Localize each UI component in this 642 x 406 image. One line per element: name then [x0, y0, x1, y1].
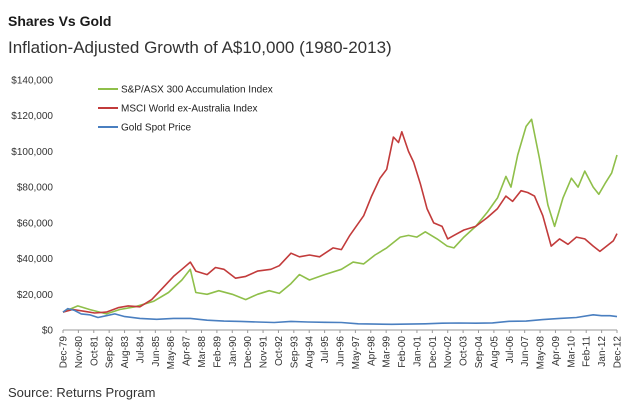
x-tick-label: Oct-92	[274, 336, 285, 366]
x-tick-label: Apr-98	[366, 336, 377, 366]
y-tick-label: $120,000	[11, 111, 53, 122]
x-tick-label: Nov-91	[259, 336, 270, 369]
chart-subtitle: Inflation-Adjusted Growth of A$10,000 (1…	[8, 38, 392, 57]
legend-label: MSCI World ex-Australia Index	[121, 104, 258, 115]
y-tick-label: $40,000	[17, 254, 54, 265]
x-tick-label: Nov-02	[443, 336, 454, 369]
x-tick-label: Dec-12	[613, 336, 624, 369]
y-tick-label: $0	[42, 326, 54, 337]
legend-label: S&P/ASX 300 Accumulation Index	[121, 85, 273, 96]
x-tick-label: Dec-79	[59, 336, 70, 369]
series-line-3	[62, 307, 618, 326]
x-tick-label: May-86	[166, 336, 177, 370]
x-tick-label: Dec-90	[243, 336, 254, 369]
x-tick-label: Jul-95	[320, 336, 331, 364]
legend-label: Gold Spot Price	[121, 123, 191, 134]
x-tick-label: Jan-12	[597, 336, 608, 367]
legend: S&P/ASX 300 Accumulation Index MSCI World…	[98, 85, 273, 134]
x-tick-label: Feb-89	[212, 336, 223, 368]
x-tick-label: Oct-81	[89, 336, 100, 366]
series-line-2	[62, 131, 618, 314]
x-tick-label: Jun-07	[520, 336, 531, 367]
y-tick-label: $100,000	[11, 147, 53, 158]
x-tick-label: Sep-93	[289, 336, 300, 369]
y-axis: $0 $20,000 $40,000 $60,000 $80,000 $100,000 $1…	[11, 76, 53, 337]
x-tick-label: Aug-05	[489, 336, 500, 369]
x-tick-label: Sep-82	[105, 336, 116, 369]
x-tick-label: Jul-84	[135, 336, 146, 364]
x-tick-label: Dec-01	[428, 336, 439, 369]
x-tick-label: Jul-06	[505, 336, 516, 364]
series-line-1	[62, 118, 618, 315]
x-tick-label: Mar-99	[382, 336, 393, 368]
y-tick-label: $60,000	[17, 218, 54, 229]
x-tick-label: Oct-03	[459, 336, 470, 366]
source-note: Source: Returns Program	[8, 385, 156, 400]
line-chart: $0 $20,000 $40,000 $60,000 $80,000 $100,000 $1…	[11, 76, 624, 370]
chart-title: Shares Vs Gold	[8, 13, 112, 29]
x-tick-label: Feb-00	[397, 336, 408, 368]
x-tick-label: Nov-80	[74, 336, 85, 369]
y-tick-label: $20,000	[17, 290, 54, 301]
series-layer	[62, 118, 618, 326]
x-axis: Dec-79 Nov-80 Oct-81 Sep-82 Aug-83 Jul-84 Jun-…	[59, 329, 624, 370]
x-tick-label: Feb-11	[582, 336, 593, 367]
x-tick-label: May-08	[536, 336, 547, 370]
x-tick-label: Jan-01	[412, 336, 423, 367]
x-tick-label: May-97	[351, 336, 362, 370]
x-tick-label: Aug-94	[305, 336, 316, 369]
y-tick-label: $140,000	[11, 76, 53, 87]
x-tick-label: Mar-88	[197, 336, 208, 368]
x-tick-label: Sep-04	[474, 336, 485, 369]
x-tick-label: Jun-96	[336, 336, 347, 367]
x-tick-label: Aug-83	[120, 336, 131, 369]
x-tick-label: Mar-10	[566, 336, 577, 368]
x-tick-label: Jun-85	[151, 336, 162, 367]
y-tick-label: $80,000	[17, 183, 54, 194]
x-tick-label: Apr-09	[551, 336, 562, 366]
x-tick-label: Apr-87	[182, 336, 193, 366]
x-tick-label: Jan-90	[228, 336, 239, 367]
